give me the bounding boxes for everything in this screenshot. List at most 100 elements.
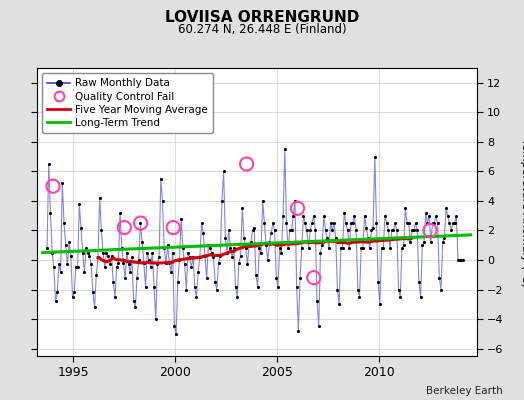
Point: [287, 227, 296, 234]
Point: [243, 161, 251, 167]
Point: [417, 294, 425, 300]
Point: [53, 289, 61, 296]
Point: [67, 252, 75, 259]
Point: [289, 212, 298, 219]
Point: [73, 264, 82, 270]
Point: [311, 227, 320, 234]
Point: [316, 250, 325, 256]
Point: [99, 250, 107, 256]
Point: [296, 274, 304, 281]
Point: [401, 205, 410, 212]
Point: [247, 239, 255, 246]
Point: [445, 220, 454, 226]
Legend: Raw Monthly Data, Quality Control Fail, Five Year Moving Average, Long-Term Tren: Raw Monthly Data, Quality Control Fail, …: [42, 73, 213, 133]
Point: [418, 242, 427, 248]
Point: [326, 220, 335, 226]
Point: [301, 220, 309, 226]
Point: [163, 242, 172, 248]
Point: [345, 245, 354, 251]
Point: [340, 210, 348, 216]
Point: [427, 239, 435, 246]
Point: [199, 230, 208, 237]
Point: [228, 254, 236, 260]
Point: [423, 220, 432, 226]
Point: [60, 220, 68, 226]
Point: [201, 252, 209, 259]
Point: [54, 261, 63, 268]
Point: [180, 261, 189, 268]
Point: [403, 220, 411, 226]
Point: [310, 274, 318, 281]
Point: [206, 245, 214, 251]
Point: [245, 242, 253, 248]
Point: [155, 254, 163, 260]
Point: [330, 220, 338, 226]
Point: [162, 260, 170, 266]
Point: [433, 220, 442, 226]
Point: [454, 257, 462, 263]
Point: [117, 245, 126, 251]
Point: [165, 260, 173, 266]
Point: [169, 250, 177, 256]
Point: [370, 154, 379, 160]
Point: [299, 212, 308, 219]
Point: [336, 245, 345, 251]
Point: [50, 264, 58, 270]
Point: [292, 283, 301, 290]
Point: [392, 227, 401, 234]
Point: [359, 245, 367, 251]
Point: [236, 252, 245, 259]
Point: [94, 254, 102, 260]
Point: [332, 235, 340, 241]
Point: [57, 269, 65, 275]
Point: [114, 260, 123, 266]
Point: [177, 216, 185, 222]
Point: [235, 260, 243, 266]
Point: [304, 245, 313, 251]
Point: [361, 212, 369, 219]
Point: [411, 220, 420, 226]
Point: [46, 210, 54, 216]
Point: [157, 176, 165, 182]
Point: [320, 212, 328, 219]
Point: [318, 242, 326, 248]
Point: [111, 294, 119, 300]
Point: [428, 220, 436, 226]
Point: [364, 235, 372, 241]
Point: [104, 252, 112, 259]
Point: [452, 212, 461, 219]
Text: Berkeley Earth: Berkeley Earth: [427, 386, 503, 396]
Point: [252, 272, 260, 278]
Point: [191, 283, 199, 290]
Point: [189, 254, 197, 260]
Point: [82, 245, 90, 251]
Point: [270, 227, 279, 234]
Point: [148, 250, 157, 256]
Point: [383, 220, 391, 226]
Point: [265, 239, 274, 246]
Point: [85, 252, 94, 259]
Point: [284, 245, 292, 251]
Point: [109, 279, 117, 285]
Point: [277, 250, 286, 256]
Point: [362, 224, 370, 231]
Point: [72, 264, 80, 270]
Point: [405, 220, 413, 226]
Point: [274, 283, 282, 290]
Point: [216, 252, 224, 259]
Point: [459, 257, 467, 263]
Point: [187, 264, 195, 270]
Point: [291, 198, 299, 204]
Point: [97, 227, 105, 234]
Point: [184, 250, 192, 256]
Point: [386, 245, 394, 251]
Point: [145, 257, 153, 263]
Point: [238, 205, 246, 212]
Point: [348, 220, 357, 226]
Point: [202, 274, 211, 281]
Point: [377, 245, 386, 251]
Point: [167, 269, 175, 275]
Point: [355, 294, 364, 300]
Point: [286, 227, 294, 234]
Point: [294, 328, 302, 334]
